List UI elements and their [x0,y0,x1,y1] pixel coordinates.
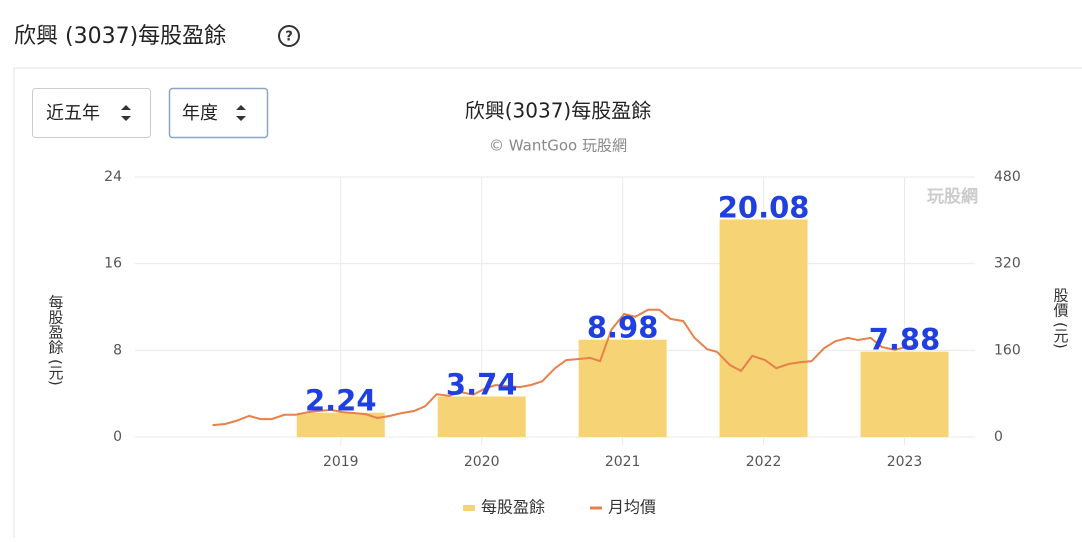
legend-label: 月均價 [608,498,656,517]
x-tick-label: 2021 [605,454,641,470]
legend-label: 每股盈餘 [481,498,545,517]
y-tick-label: 8 [113,342,122,358]
period-select-text: 年度 [182,103,218,124]
y2-tick-label: 0 [994,429,1003,445]
help-icon[interactable] [278,25,300,47]
range-select[interactable] [32,88,151,138]
watermark: 玩股網 [927,186,978,207]
y-tick-label: 0 [113,429,122,445]
x-tick-label: 2020 [464,454,500,470]
bar [719,219,808,437]
bar [578,339,667,437]
data-label: 3.74 [446,367,518,401]
bar [437,396,526,437]
y2-axis-title: 股價 (元) [1052,287,1070,348]
chart-subtitle: © WantGoo 玩股網 [489,137,627,155]
range-select-text: 近五年 [46,103,100,124]
y2-tick-label: 480 [994,169,1021,185]
x-tick-label: 2019 [323,454,359,470]
data-label: 7.88 [869,323,941,357]
price-line [212,308,918,427]
bar [860,351,949,437]
y2-tick-label: 160 [994,342,1021,358]
chart-title: 欣興(3037)每股盈餘 [465,99,652,123]
y-tick-label: 24 [104,169,122,185]
y2-tick-label: 320 [994,256,1021,272]
card [13,67,1082,538]
data-label: 8.98 [587,311,659,345]
bar [296,412,385,437]
y-tick-label: 16 [104,256,122,272]
page-title: 欣興 (3037)每股盈餘 [14,24,226,49]
x-tick-label: 2023 [887,454,923,470]
help-mark: ? [285,30,293,45]
period-select[interactable] [168,87,269,139]
y-axis-title: 每股盈餘 (元) [47,294,65,385]
x-tick-label: 2022 [746,454,782,470]
legend-swatch [463,505,475,511]
select-arrow [236,105,246,121]
select-arrow [121,105,131,121]
data-label: 20.08 [718,190,810,224]
data-label: 2.24 [305,384,377,418]
